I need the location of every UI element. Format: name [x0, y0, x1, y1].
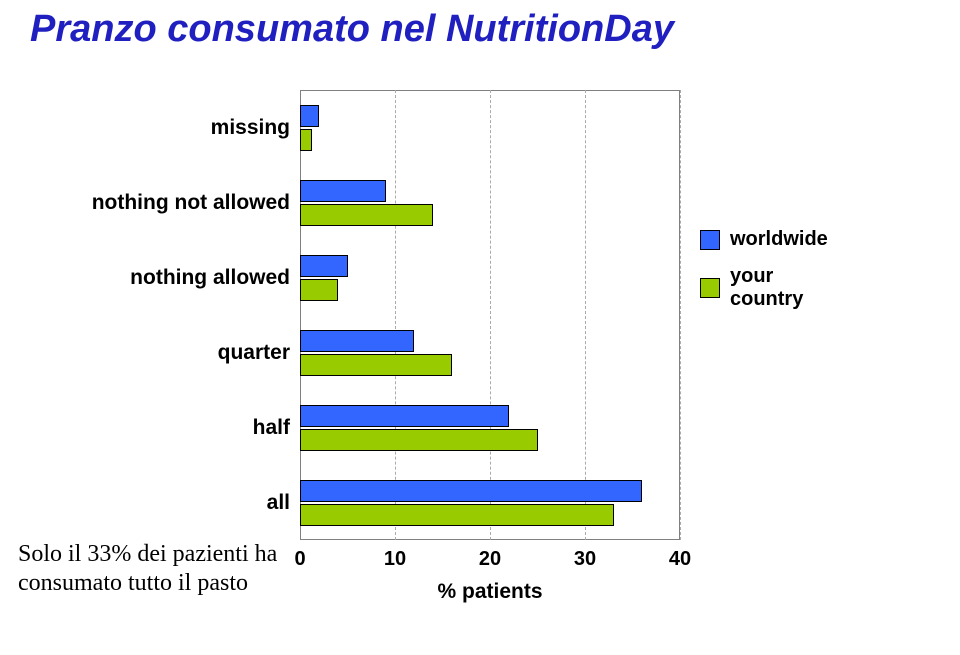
bar-your-country — [300, 204, 433, 226]
legend-item-worldwide: worldwide — [700, 228, 850, 251]
bar-your-country — [300, 429, 538, 451]
x-tick-label: 20 — [479, 548, 501, 571]
bar-worldwide — [300, 180, 386, 202]
category-label: all — [60, 491, 290, 515]
legend: worldwide your country — [700, 228, 850, 325]
bar-worldwide — [300, 480, 642, 502]
gridline — [490, 90, 491, 540]
category-label: missing — [60, 116, 290, 140]
gridline — [680, 90, 681, 540]
gridline — [585, 90, 586, 540]
legend-label: worldwide — [730, 228, 828, 251]
bar-worldwide — [300, 105, 319, 127]
x-tick-label: 0 — [294, 548, 305, 571]
x-tick-label: 40 — [669, 548, 691, 571]
bar-your-country — [300, 129, 312, 151]
legend-swatch-worldwide — [700, 230, 720, 250]
legend-label: your country — [730, 265, 850, 311]
bar-worldwide — [300, 255, 348, 277]
x-tick-label: 10 — [384, 548, 406, 571]
bar-your-country — [300, 279, 338, 301]
category-label: half — [60, 416, 290, 440]
category-label: nothing allowed — [60, 266, 290, 290]
bar-worldwide — [300, 330, 414, 352]
bar-your-country — [300, 354, 452, 376]
bar-your-country — [300, 504, 614, 526]
plot-area — [300, 90, 680, 540]
footnote: Solo il 33% dei pazienti ha consumato tu… — [18, 540, 293, 598]
category-label: quarter — [60, 341, 290, 365]
x-axis-title: % patients — [300, 580, 680, 604]
bar-worldwide — [300, 405, 509, 427]
category-label: nothing not allowed — [60, 191, 290, 215]
gridline — [395, 90, 396, 540]
legend-swatch-your-country — [700, 278, 720, 298]
x-tick-label: 30 — [574, 548, 596, 571]
page-title: Pranzo consumato nel NutritionDay — [30, 8, 674, 51]
legend-item-your-country: your country — [700, 265, 850, 311]
